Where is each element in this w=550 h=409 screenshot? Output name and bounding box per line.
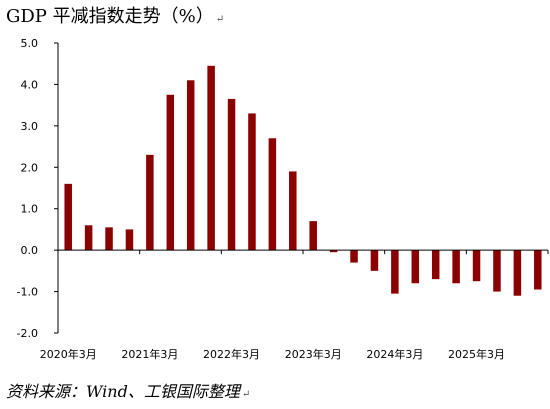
bar — [64, 183, 72, 251]
x-tick-label: 2024年3月 — [366, 347, 423, 361]
y-tick-label: 1.0 — [21, 203, 39, 216]
bar — [452, 250, 460, 284]
x-tick-label: 2022年3月 — [203, 347, 260, 361]
x-tick-label: 2025年3月 — [448, 347, 505, 361]
bar — [472, 250, 481, 282]
bar — [105, 227, 113, 251]
bar — [248, 113, 256, 251]
bar — [493, 250, 501, 292]
source-note: 资料来源：Wind、工银国际整理 ↵ — [6, 378, 250, 402]
bar — [329, 250, 338, 253]
bar — [268, 138, 277, 251]
y-tick-label: -2.0 — [17, 327, 38, 340]
return-mark: ↵ — [215, 14, 225, 25]
bar — [207, 65, 215, 251]
bar — [186, 80, 195, 251]
source-text: 资料来源：Wind、工银国际整理 — [6, 382, 240, 401]
y-tick-label: 3.0 — [21, 120, 39, 133]
y-tick-label: -1.0 — [17, 286, 38, 299]
bar — [289, 171, 297, 251]
bar — [513, 250, 522, 296]
y-tick-label: 0.0 — [21, 244, 39, 257]
y-tick-label: 2.0 — [21, 161, 39, 174]
bar — [309, 221, 317, 251]
chart-title-text: GDP 平减指数走势（%） — [6, 6, 214, 27]
bar — [166, 94, 175, 251]
x-tick-label: 2021年3月 — [121, 347, 178, 361]
bar — [370, 250, 379, 271]
x-tick-label: 2020年3月 — [40, 347, 97, 361]
x-tick-label: 2023年3月 — [285, 347, 342, 361]
bar — [125, 229, 134, 251]
bar — [534, 250, 542, 290]
bar — [227, 98, 236, 251]
bar — [431, 250, 440, 280]
bar — [391, 250, 399, 294]
bar — [146, 154, 154, 251]
chart-title: GDP 平减指数走势（%） ↵ — [6, 2, 224, 28]
bar — [84, 225, 93, 251]
return-mark: ↵ — [241, 389, 251, 400]
y-tick-label: 5.0 — [21, 37, 39, 50]
bar — [411, 250, 420, 284]
y-tick-label: 4.0 — [21, 78, 39, 91]
bar — [350, 250, 358, 263]
